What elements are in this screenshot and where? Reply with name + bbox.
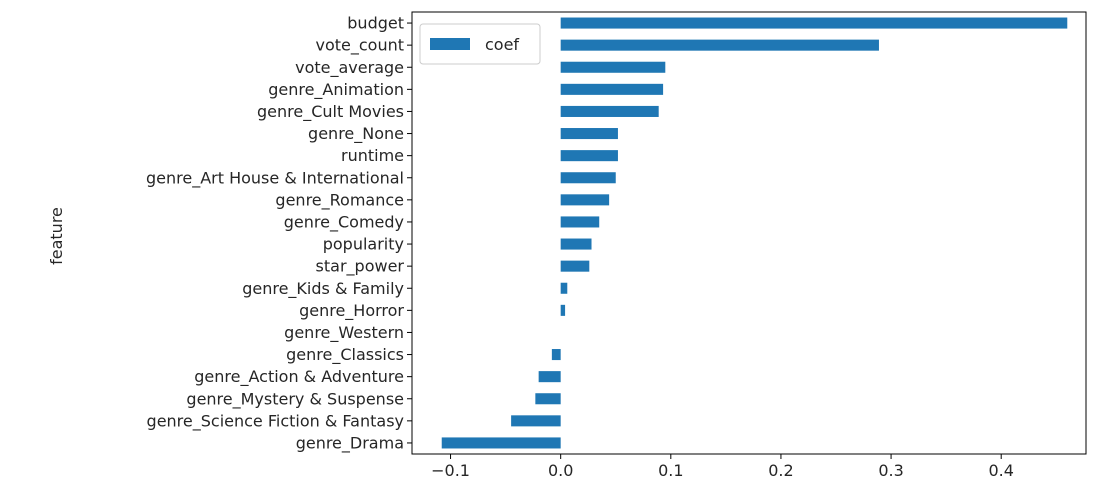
bar bbox=[560, 304, 566, 316]
x-tick-label: 0.2 bbox=[768, 461, 793, 480]
x-tick-label: 0.0 bbox=[548, 461, 573, 480]
y-axis-ticks: budget vote_countvote_averagegenre_Animat… bbox=[146, 14, 412, 453]
bar bbox=[560, 172, 616, 184]
x-tick-label: 0.4 bbox=[988, 461, 1013, 480]
legend-swatch bbox=[430, 38, 470, 50]
bars-group bbox=[441, 17, 1068, 449]
legend-box bbox=[419, 23, 541, 65]
y-tick-label: popularity bbox=[323, 235, 404, 254]
y-tick-label: genre_Kids & Family bbox=[242, 279, 404, 299]
y-tick-label: genre_Western bbox=[284, 323, 404, 343]
y-tick-label: budget bbox=[347, 14, 404, 33]
bar bbox=[560, 150, 618, 162]
x-tick-label: 0.3 bbox=[878, 461, 903, 480]
y-tick-label: genre_Romance bbox=[275, 190, 404, 210]
x-axis-ticks: −0.1 0.0 0.1 0.2 0.3 0.4 bbox=[431, 454, 1014, 480]
y-tick-label: vote_average bbox=[295, 58, 404, 78]
y-tick-label: genre_Art House & International bbox=[146, 168, 404, 188]
y-axis-label: feature bbox=[47, 207, 66, 265]
y-tick-label: genre_Horror bbox=[299, 301, 404, 321]
bar bbox=[560, 216, 600, 228]
bar bbox=[560, 238, 592, 250]
y-tick-label: genre_Comedy bbox=[284, 212, 404, 232]
legend-label: coef bbox=[485, 35, 519, 54]
y-tick-label: genre_Classics bbox=[286, 345, 404, 365]
bar bbox=[560, 194, 610, 206]
y-tick-label: genre_Science Fiction & Fantasy bbox=[147, 411, 404, 431]
y-tick-label: genre_Mystery & Suspense bbox=[186, 389, 404, 409]
y-tick-label: runtime bbox=[341, 146, 404, 165]
legend: coef bbox=[419, 23, 541, 65]
bar bbox=[560, 83, 664, 95]
plot-frame bbox=[411, 11, 1087, 455]
y-tick-label: genre_None bbox=[308, 124, 404, 144]
bar bbox=[560, 17, 1068, 29]
bar bbox=[551, 349, 561, 361]
bar bbox=[560, 260, 590, 272]
bar bbox=[560, 105, 659, 117]
y-tick-label: vote_count bbox=[315, 36, 404, 56]
bar bbox=[535, 393, 561, 405]
bar bbox=[511, 415, 561, 427]
y-tick-label: genre_Cult Movies bbox=[257, 102, 404, 122]
y-tick-label: genre_Animation bbox=[268, 80, 404, 100]
bar bbox=[560, 282, 568, 294]
y-tick-label: genre_Action & Adventure bbox=[194, 367, 404, 387]
bar bbox=[560, 61, 666, 73]
x-tick-label: −0.1 bbox=[431, 461, 470, 480]
bar bbox=[538, 371, 561, 383]
bar bbox=[441, 437, 561, 449]
bar bbox=[560, 39, 879, 51]
x-tick-label: 0.1 bbox=[658, 461, 683, 480]
y-tick-label: genre_Drama bbox=[296, 433, 404, 453]
y-tick-label: star_power bbox=[316, 257, 405, 277]
bar bbox=[560, 128, 618, 140]
